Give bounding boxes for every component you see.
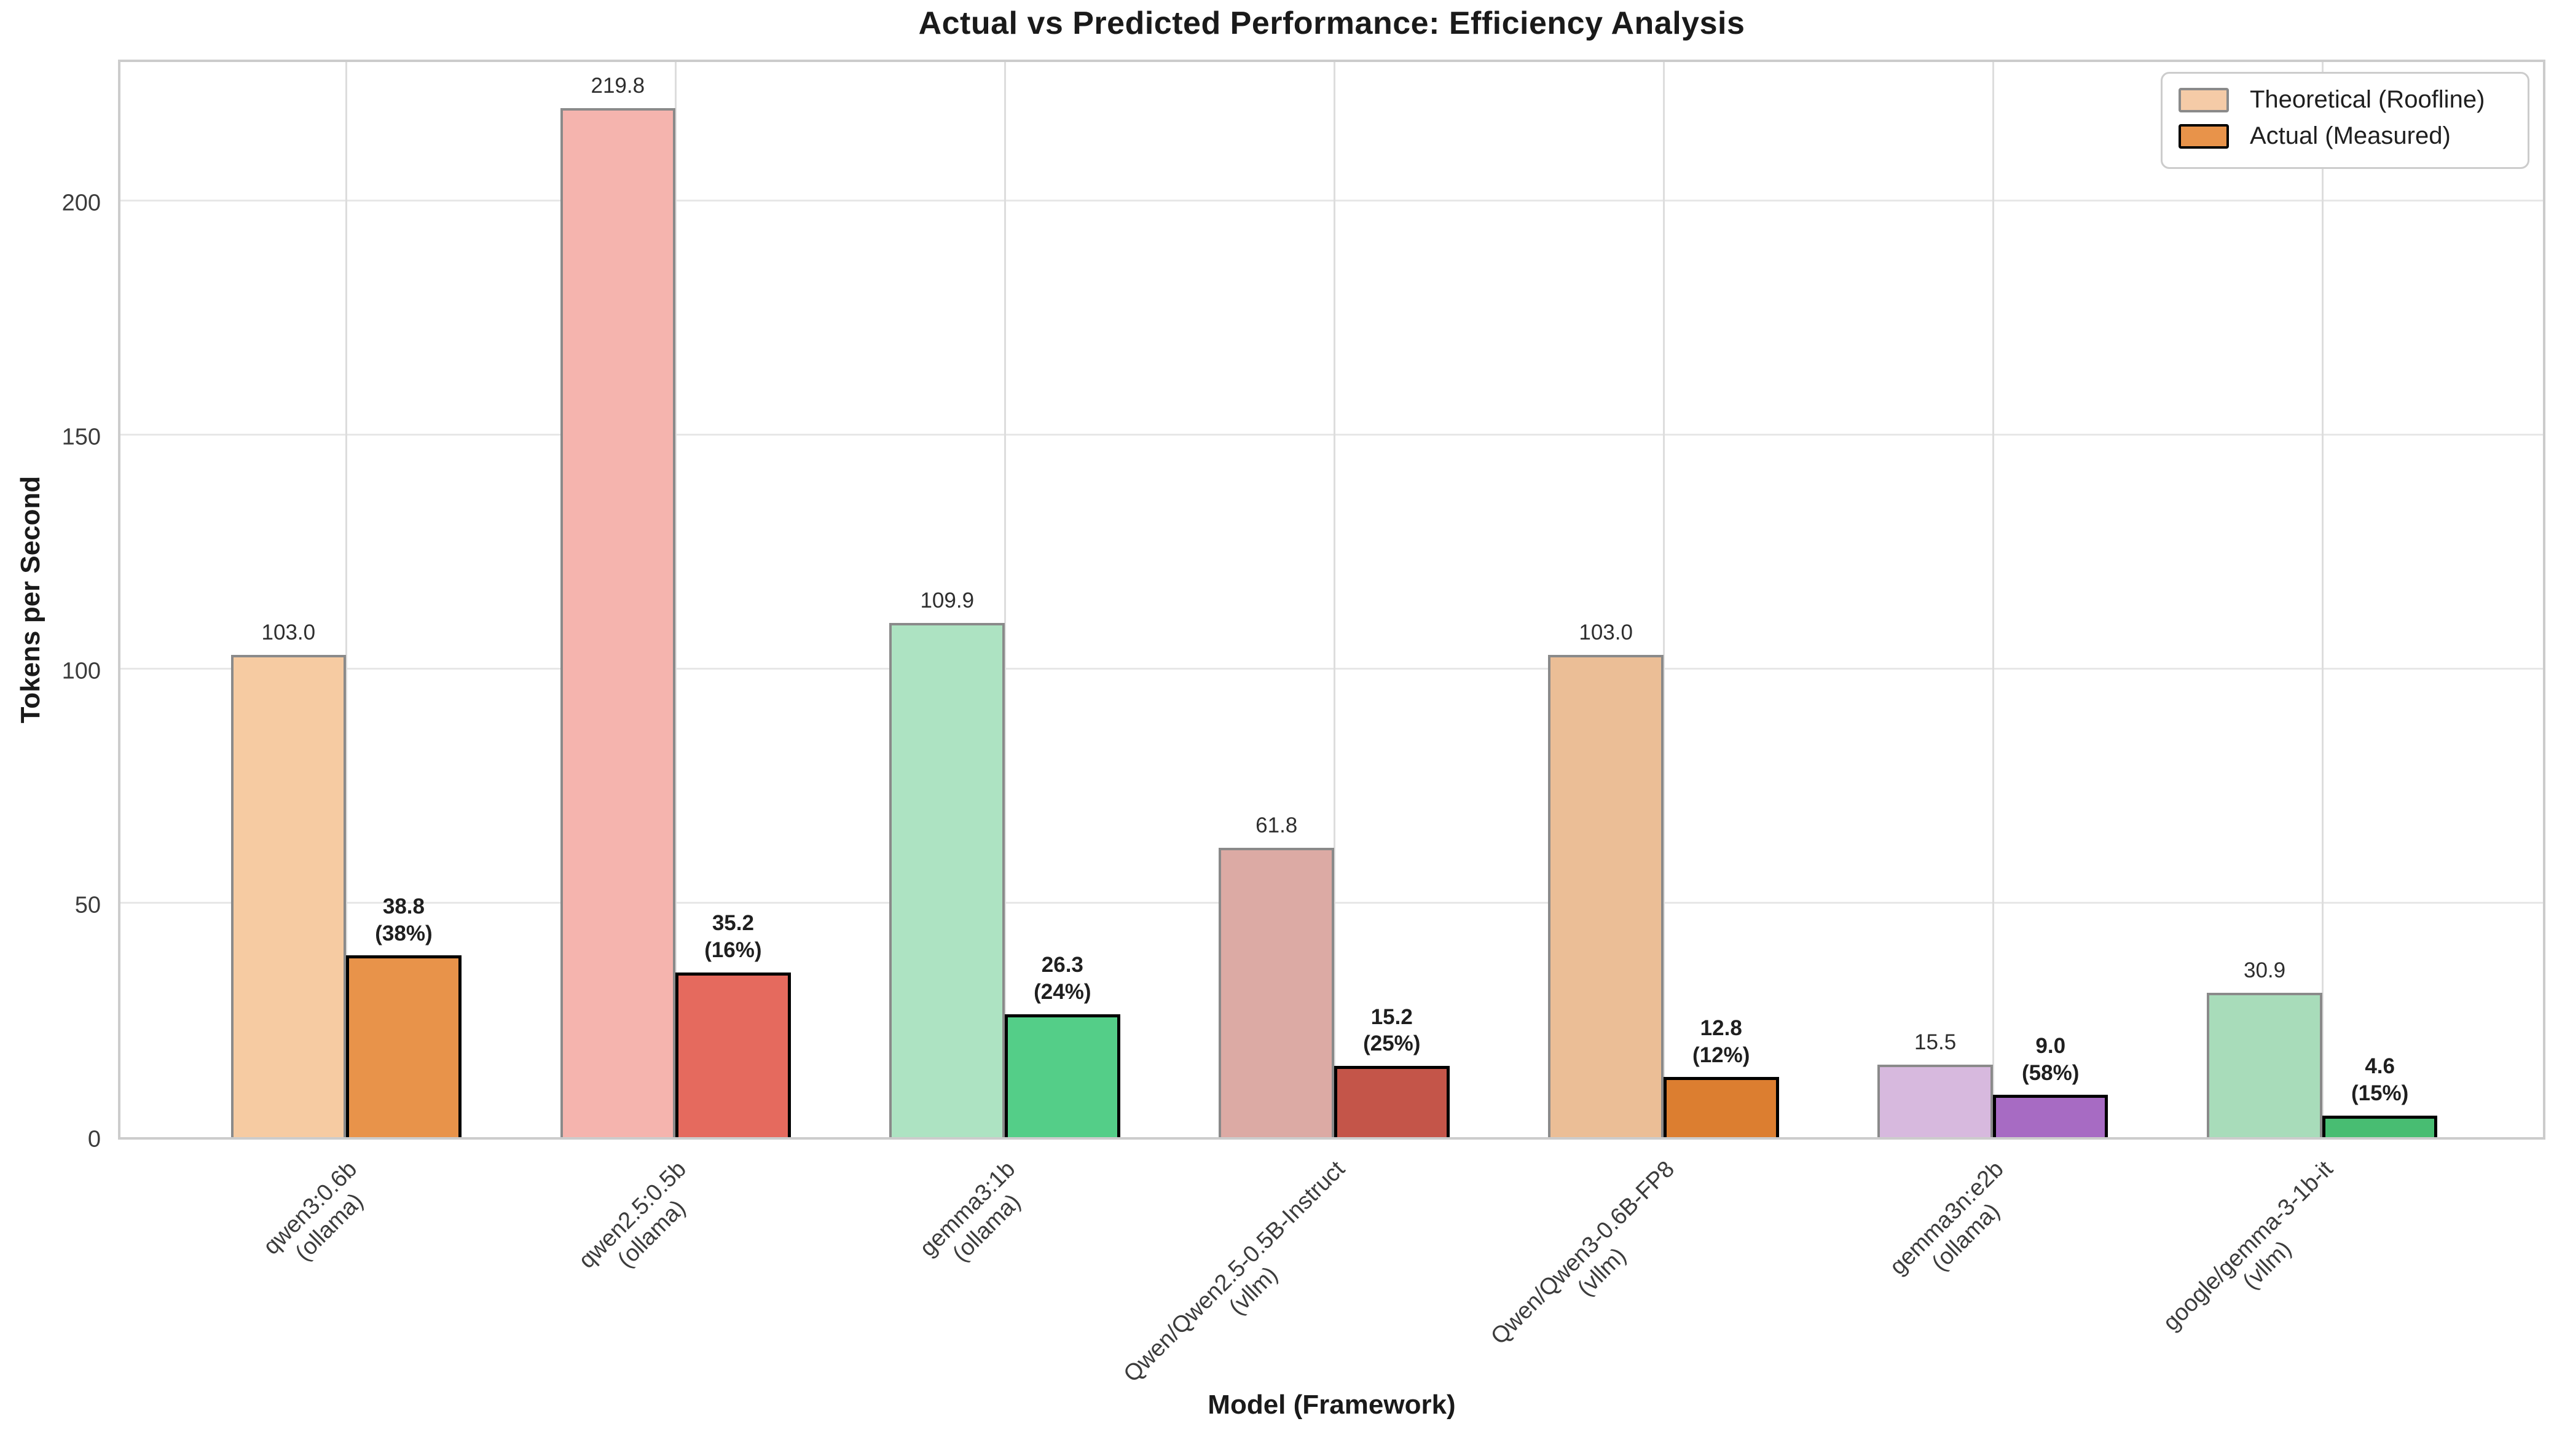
h-gridline-150 bbox=[120, 433, 2543, 436]
theoretical-bar-2 bbox=[889, 622, 1005, 1137]
theoretical-bar-0 bbox=[230, 655, 347, 1137]
v-gridline-0 bbox=[345, 62, 348, 1137]
theoretical-bar-1 bbox=[560, 108, 676, 1137]
theoretical-value-label-2: 109.9 bbox=[920, 588, 975, 613]
h-gridline-100 bbox=[120, 667, 2543, 670]
legend-entry-theoretical: Theoretical (Roofline) bbox=[2179, 86, 2509, 114]
actual-bar-6 bbox=[2322, 1115, 2438, 1137]
actual-value-label-3: 15.2 (25%) bbox=[1363, 1004, 1421, 1056]
actual-bar-0 bbox=[346, 955, 462, 1137]
actual-value-label-1: 35.2 (16%) bbox=[704, 911, 762, 963]
legend: Theoretical (Roofline) Actual (Measured) bbox=[2161, 72, 2529, 169]
actual-bar-5 bbox=[1992, 1095, 2108, 1137]
actual-value-label-5: 9.0 (58%) bbox=[2022, 1033, 2080, 1085]
legend-label: Actual (Measured) bbox=[2250, 122, 2451, 149]
v-gridline-6 bbox=[2321, 62, 2324, 1137]
x-tick-5: gemma3n:e2b (ollama) bbox=[1885, 1156, 2009, 1280]
theoretical-bar-3 bbox=[1219, 848, 1334, 1137]
theoretical-bar-5 bbox=[1877, 1064, 1993, 1137]
y-axis-title: Tokens per Second bbox=[15, 476, 45, 724]
v-gridline-3 bbox=[1334, 62, 1335, 1137]
theoretical-value-label-3: 61.8 bbox=[1255, 813, 1298, 838]
legend-swatch-actual-icon bbox=[2179, 123, 2229, 149]
actual-bar-2 bbox=[1005, 1014, 1120, 1137]
y-tick-200: 200 bbox=[61, 190, 101, 216]
theoretical-value-label-1: 219.8 bbox=[591, 74, 645, 98]
actual-bar-1 bbox=[675, 972, 791, 1137]
actual-value-label-0: 38.8 (38%) bbox=[375, 894, 433, 945]
y-tick-150: 150 bbox=[61, 424, 101, 450]
x-tick-4: Qwen/Qwen3-0.6B-FP8 (vllm) bbox=[1485, 1156, 1680, 1350]
actual-value-label-4: 12.8 (12%) bbox=[1692, 1016, 1750, 1067]
x-tick-0: qwen3:0.6b (ollama) bbox=[258, 1156, 368, 1266]
actual-value-label-2: 26.3 (24%) bbox=[1034, 953, 1091, 1004]
x-tick-2: gemma3:1b (ollama) bbox=[915, 1156, 1026, 1267]
legend-swatch-theoretical-icon bbox=[2179, 87, 2229, 112]
theoretical-bar-4 bbox=[1548, 655, 1664, 1137]
theoretical-value-label-4: 103.0 bbox=[1579, 620, 1633, 645]
x-tick-6: google/gemma-3-1b-it (vllm) bbox=[2158, 1156, 2338, 1336]
actual-bar-3 bbox=[1334, 1066, 1450, 1137]
plot-area: 103.0 219.8 109.9 61.8 103.0 15.5 30.9 38.8 (38… bbox=[118, 60, 2545, 1140]
theoretical-value-label-6: 30.9 bbox=[2244, 958, 2286, 982]
y-tick-0: 0 bbox=[87, 1126, 101, 1153]
x-axis-title: Model (Framework) bbox=[1208, 1390, 1456, 1420]
v-gridline-4 bbox=[1662, 62, 1665, 1137]
h-gridline-200 bbox=[120, 199, 2543, 202]
x-tick-1: qwen2.5:0.5b (ollama) bbox=[573, 1156, 691, 1274]
chart-title: Actual vs Predicted Performance: Efficie… bbox=[918, 6, 1745, 41]
actual-bar-4 bbox=[1663, 1077, 1779, 1137]
actual-value-label-6: 4.6 (15%) bbox=[2351, 1054, 2409, 1106]
y-tick-50: 50 bbox=[74, 892, 101, 918]
v-gridline-2 bbox=[1004, 62, 1007, 1137]
v-gridline-5 bbox=[1992, 62, 1994, 1137]
v-gridline-1 bbox=[675, 62, 677, 1137]
x-tick-3: Qwen/Qwen2.5-0.5B-Instruct (vllm) bbox=[1118, 1156, 1350, 1388]
legend-entry-actual: Actual (Measured) bbox=[2179, 122, 2509, 150]
legend-label: Theoretical (Roofline) bbox=[2250, 86, 2485, 113]
theoretical-bar-6 bbox=[2207, 992, 2322, 1137]
theoretical-value-label-0: 103.0 bbox=[261, 620, 316, 645]
theoretical-value-label-5: 15.5 bbox=[1914, 1030, 1957, 1055]
y-tick-100: 100 bbox=[61, 658, 101, 684]
